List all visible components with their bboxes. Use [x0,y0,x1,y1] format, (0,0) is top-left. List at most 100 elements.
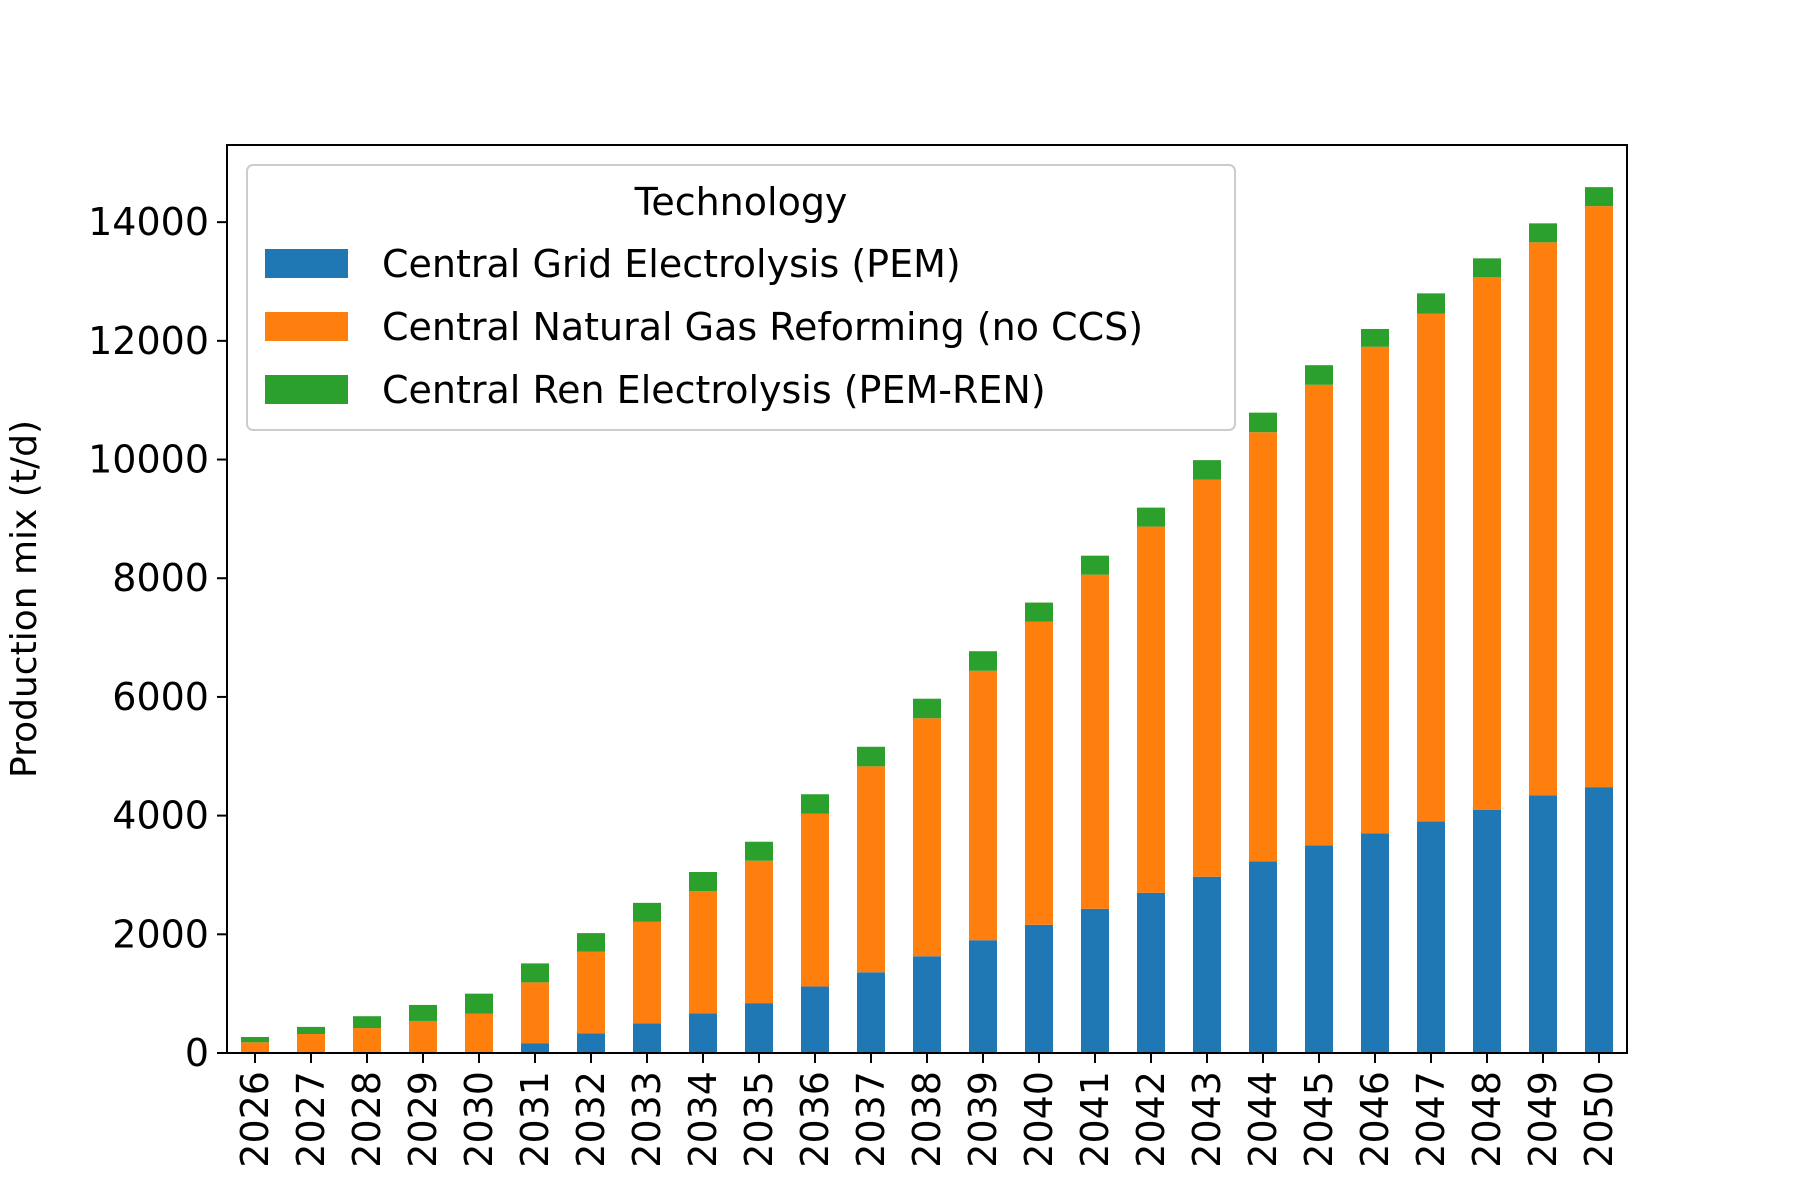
bar-2031-series-1 [521,1043,549,1053]
legend-label: Central Natural Gas Reforming (no CCS) [382,305,1143,349]
bar-2047-series-1 [1417,821,1445,1053]
legend-box [246,164,1236,431]
bar-2046-series-2 [1361,346,1389,834]
x-tick-label: 2031 [513,1071,557,1168]
x-tick-label: 2030 [457,1071,501,1168]
bar-2029-series-2 [409,1020,437,1053]
bar-2033-series-3 [633,902,661,922]
bar-2043-series-3 [1193,460,1221,480]
x-tick-label: 2032 [569,1071,613,1168]
x-tick-label: 2034 [681,1071,725,1168]
bar-2041-series-1 [1081,908,1109,1053]
bar-2037-series-1 [857,972,885,1053]
legend-swatch [265,249,348,278]
legend-title: Technology [634,180,848,224]
x-tick-label: 2026 [233,1071,277,1168]
bar-2027-series-3 [297,1026,325,1035]
bar-2036-series-1 [801,986,829,1053]
bars-layer [241,187,1613,1053]
x-tick-label: 2045 [1297,1071,1341,1168]
bar-2045-series-1 [1305,845,1333,1053]
legend: Technology Central Grid Electrolysis (PE… [246,164,1236,431]
x-tick-label: 2029 [401,1071,445,1168]
legend-swatch [265,375,348,404]
bar-2047-series-3 [1417,293,1445,314]
x-tick-label: 2040 [1017,1071,1061,1168]
bar-2036-series-2 [801,813,829,987]
bar-2049-series-1 [1529,795,1557,1053]
bar-2049-series-3 [1529,223,1557,243]
y-tick-label: 8000 [112,556,209,600]
y-axis-label: Production mix (t/d) [4,420,45,778]
bar-2036-series-3 [801,794,829,814]
bar-2037-series-2 [857,766,885,973]
y-tick-label: 6000 [112,675,209,719]
bar-2042-series-1 [1137,892,1165,1053]
bar-2026-series-2 [241,1042,269,1053]
x-tick-label: 2043 [1185,1071,1229,1168]
bar-2040-series-3 [1025,602,1053,622]
bar-2038-series-3 [913,698,941,719]
bar-2039-series-1 [969,940,997,1053]
bar-2034-series-3 [689,871,717,891]
x-tick-label: 2028 [345,1071,389,1168]
bar-2042-series-2 [1137,526,1165,893]
x-tick-label: 2035 [737,1071,781,1168]
bar-2050-series-1 [1585,787,1613,1053]
bar-2048-series-3 [1473,258,1501,278]
bar-2032-series-3 [577,933,605,952]
bar-2030-series-3 [465,993,493,1014]
y-tick-label: 0 [185,1031,209,1075]
x-tick-label: 2047 [1409,1071,1453,1168]
bar-2028-series-2 [353,1028,381,1053]
bar-2045-series-2 [1305,384,1333,846]
x-tick-label: 2044 [1241,1071,1285,1168]
bar-2034-series-2 [689,890,717,1014]
bar-2033-series-2 [633,921,661,1024]
bar-2027-series-2 [297,1034,325,1053]
bar-2026-series-3 [241,1036,269,1043]
bar-2042-series-3 [1137,507,1165,527]
y-tick-label: 10000 [88,438,209,482]
legend-swatch [265,312,348,341]
x-tick-label: 2046 [1353,1071,1397,1168]
bar-2046-series-3 [1361,328,1389,347]
x-tick-label: 2039 [961,1071,1005,1168]
bar-2040-series-2 [1025,621,1053,925]
x-tick-label: 2037 [849,1071,893,1168]
bar-2033-series-1 [633,1023,661,1053]
y-tick-label: 4000 [112,794,209,838]
bar-2044-series-2 [1249,432,1277,862]
bar-2030-series-2 [465,1013,493,1053]
bar-2050-series-2 [1585,206,1613,788]
bar-2038-series-1 [913,956,941,1053]
legend-label: Central Grid Electrolysis (PEM) [382,242,961,286]
bar-2049-series-2 [1529,242,1557,796]
bar-2047-series-2 [1417,313,1445,822]
legend-items: Central Grid Electrolysis (PEM) Central N… [265,242,1143,412]
y-axis: 0 2000 4000 6000 8000 10000 12000 14000 [88,200,227,1075]
bar-2032-series-1 [577,1033,605,1053]
bar-2045-series-3 [1305,365,1333,385]
x-axis: 2026 2027 2028 2029 2030 2031 2032 2033 2034 2035… [233,1053,1621,1168]
y-tick-label: 12000 [88,319,209,363]
bar-2028-series-3 [353,1016,381,1029]
x-tick-label: 2042 [1129,1071,1173,1168]
bar-2037-series-3 [857,746,885,767]
x-tick-label: 2033 [625,1071,669,1168]
bar-2039-series-3 [969,651,997,671]
bar-2044-series-1 [1249,861,1277,1053]
bar-2040-series-1 [1025,924,1053,1053]
bar-2029-series-3 [409,1004,437,1021]
bar-2038-series-2 [913,718,941,957]
x-tick-label: 2041 [1073,1071,1117,1168]
bar-2032-series-2 [577,951,605,1034]
bar-2044-series-3 [1249,412,1277,433]
bar-2039-series-2 [969,670,997,941]
bar-2035-series-2 [745,860,773,1004]
bar-2031-series-3 [521,963,549,983]
bar-2035-series-1 [745,1003,773,1053]
bar-2048-series-1 [1473,809,1501,1053]
bar-2031-series-2 [521,982,549,1044]
